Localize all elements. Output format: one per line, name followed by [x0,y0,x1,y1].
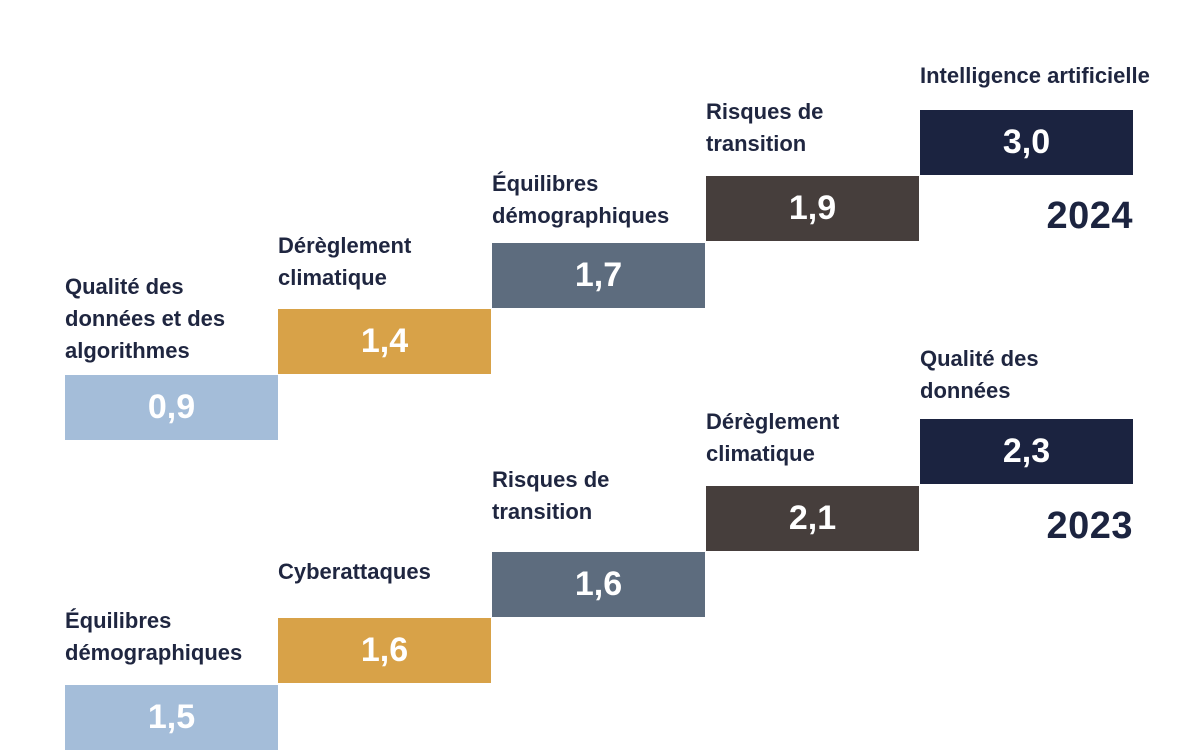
bar-2023-1: 1,5 [65,685,278,750]
category-label-2023-1: Équilibres démographiques [65,608,243,665]
year-title-2023: 2023 [1046,505,1133,547]
bar-2023-3: 1,6 [492,552,705,617]
category-label-2023-4: Dérèglement climatique [706,409,840,466]
bar-2023-4: 2,1 [706,486,919,551]
category-label-2023-5: Qualité des données [920,346,1039,403]
category-label-2024-3: Équilibres démographiques [492,171,670,228]
bar-2024-1: 0,9 [65,375,278,440]
category-label-2024-2: Dérèglement climatique [278,233,412,290]
bar-2024-3: 1,7 [492,243,705,308]
bar-2024-5: 3,0 [920,110,1133,175]
bar-2024-4: 1,9 [706,176,919,241]
category-label-2024-4: Risques de transition [706,99,824,156]
bar-2024-2: 1,4 [278,309,491,374]
bar-2023-5: 2,3 [920,419,1133,484]
year-title-2024: 2024 [1046,195,1133,237]
category-label-2023-2: Cyberattaques [278,559,431,584]
bar-2023-2: 1,6 [278,618,491,683]
category-label-2024-1: Qualité des données et des algorithmes [65,274,226,363]
category-label-2023-3: Risques de transition [492,467,610,524]
category-label-2024-5: Intelligence artificielle [920,63,1150,88]
